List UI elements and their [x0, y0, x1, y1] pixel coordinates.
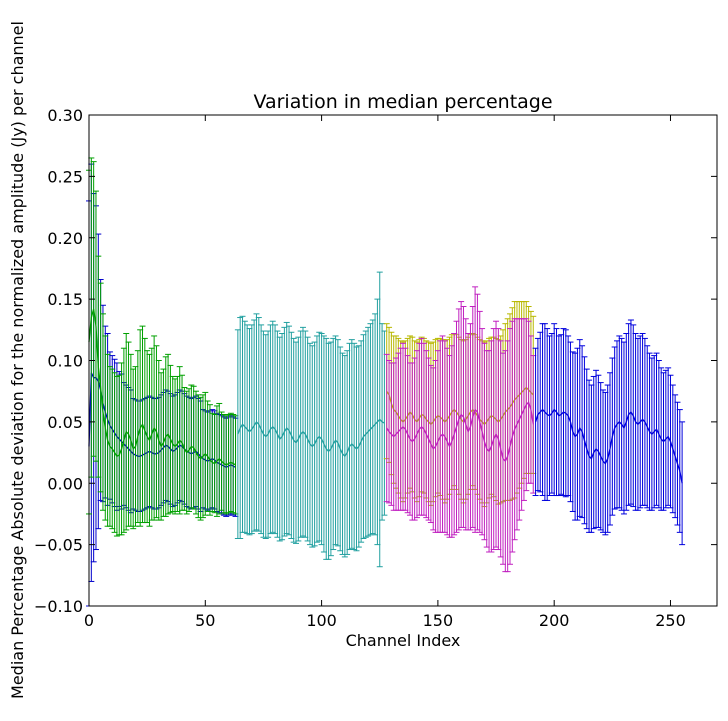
x-tick-label: 150	[423, 611, 454, 630]
series-0	[86, 163, 239, 607]
series-3	[383, 301, 537, 508]
y-tick-label: 0.20	[47, 229, 83, 248]
series-4-errorbars	[383, 286, 537, 573]
series-layer	[86, 157, 686, 607]
x-tick-label: 0	[84, 611, 94, 630]
x-tick-label: 100	[306, 611, 337, 630]
series-0-line	[88, 372, 236, 469]
x-tick-label: 50	[195, 611, 215, 630]
y-tick-label: −0.05	[34, 536, 83, 555]
x-axis-label: Channel Index	[346, 631, 461, 650]
tick-layer: 0 50 100 150 200 250 −0.10 −0.05 0.00 0.05 0.10 0.1…	[34, 106, 717, 630]
y-tick-label: 0.25	[47, 167, 83, 186]
x-tick-label: 200	[539, 611, 570, 630]
y-tick-label: 0.15	[47, 290, 83, 309]
series-5-line	[534, 408, 683, 484]
y-tick-label: 0.30	[47, 106, 83, 125]
y-tick-label: 0.00	[47, 474, 83, 493]
series-0-errorbars	[86, 163, 239, 607]
series-5-errorbars	[532, 319, 686, 546]
series-5	[532, 319, 686, 546]
series-3-errorbars	[383, 301, 537, 508]
series-2-line	[237, 418, 385, 458]
y-tick-label: −0.10	[34, 597, 83, 616]
y-tick-label: 0.05	[47, 413, 83, 432]
series-4	[383, 286, 537, 573]
series-3-line	[386, 386, 534, 426]
x-tick-label: 250	[655, 611, 686, 630]
y-axis-label: Median Percentage Absolute deviation for…	[8, 21, 27, 699]
series-1-line	[88, 308, 236, 466]
chart-title: Variation in median percentage	[253, 91, 552, 113]
y-tick-label: 0.10	[47, 352, 83, 371]
series-1-errorbars	[86, 157, 239, 537]
series-4-line	[386, 400, 534, 463]
series-2-errorbars	[234, 271, 388, 568]
series-1	[86, 157, 239, 537]
series-2	[234, 271, 388, 568]
